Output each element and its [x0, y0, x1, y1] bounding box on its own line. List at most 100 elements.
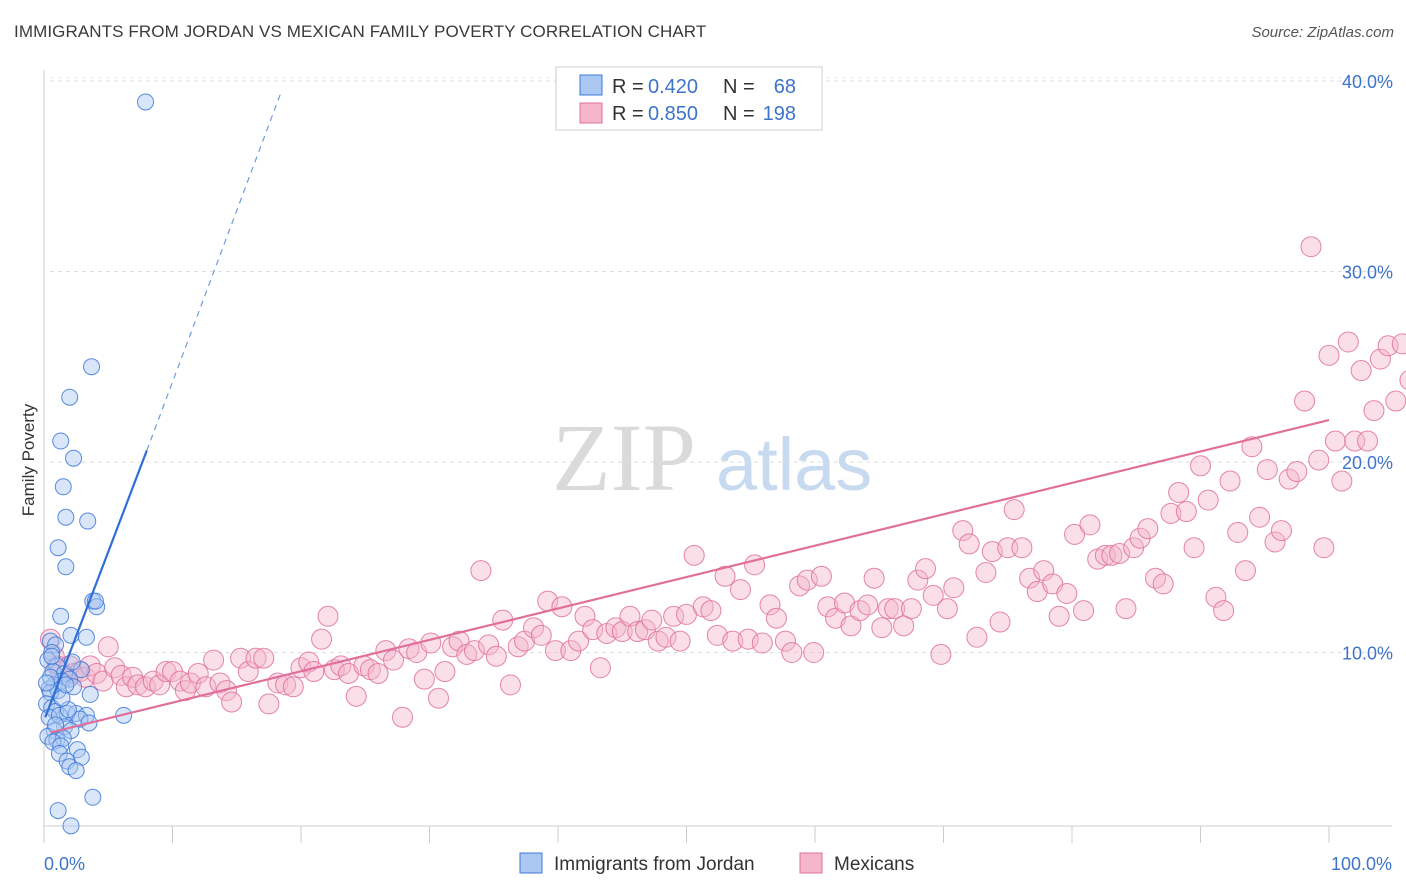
mexicans-point-48 — [345, 685, 367, 707]
mexicans-point-62 — [448, 630, 470, 652]
mexicans-point-179 — [1313, 537, 1335, 559]
jordan-point-31 — [81, 685, 99, 703]
mexicans-point-75 — [544, 640, 566, 662]
jordan-point-6 — [57, 508, 75, 526]
mexicans-point-12 — [97, 636, 119, 658]
mexicans-point-90 — [655, 626, 677, 648]
mexicans-point-167 — [1227, 521, 1249, 543]
jordan-point-58 — [49, 802, 67, 820]
mexicans-point-84 — [611, 621, 633, 643]
mexicans-point-78 — [568, 630, 590, 652]
mexicans-point-182 — [1331, 470, 1353, 492]
jordan-point-1 — [83, 358, 101, 376]
mexicans-point-127 — [930, 643, 952, 665]
mexicans-point-70 — [507, 636, 529, 658]
mexicans-point-152 — [1115, 598, 1137, 620]
bottom-legend-label-jordan: Immigrants from Jordan — [554, 854, 755, 875]
mexicans-point-42 — [303, 661, 325, 683]
legend-n-label-2: N = — [723, 103, 755, 125]
mexicans-point-163 — [1197, 489, 1219, 511]
mexicans-point-51 — [367, 662, 389, 684]
mexicans-point-33 — [237, 661, 259, 683]
mexicans-point-125 — [915, 558, 937, 580]
mexicans-point-190 — [1385, 390, 1406, 412]
y-tick-label-40: 40.0% — [1342, 72, 1393, 92]
trend-line-mexicans — [50, 419, 1330, 734]
legend-r-label-1: R = — [612, 76, 644, 98]
mexicans-point-150 — [1101, 544, 1123, 566]
mexicans-point-145 — [1064, 523, 1086, 545]
mexicans-point-83 — [605, 617, 627, 639]
bottom-legend-label-mexicans: Mexicans — [834, 854, 914, 875]
x-tick-label-max: 100.0% — [1331, 854, 1392, 874]
mexicans-point-34 — [245, 647, 267, 669]
mexicans-point-173 — [1270, 520, 1292, 542]
bottom-legend-swatch-mexicans — [799, 852, 823, 874]
mexicans-point-135 — [989, 611, 1011, 633]
mexicans-point-176 — [1294, 390, 1316, 412]
series-mexicans — [39, 236, 1406, 728]
mexicans-point-157 — [1152, 573, 1174, 595]
mexicans-point-112 — [817, 596, 839, 618]
jordan-point-66 — [38, 674, 56, 692]
source-label: Source: ZipAtlas.com — [1251, 24, 1394, 41]
jordan-point-0 — [137, 93, 155, 111]
watermark-atlas: atlas — [716, 423, 872, 506]
mexicans-point-47 — [338, 662, 360, 684]
legend-n-label-1: N = — [723, 76, 755, 98]
mexicans-point-126 — [922, 584, 944, 606]
mexicans-point-119 — [871, 617, 893, 639]
jordan-point-57 — [84, 788, 102, 806]
mexicans-point-105 — [765, 607, 787, 629]
mexicans-point-175 — [1286, 461, 1308, 483]
jordan-point-51 — [68, 741, 86, 759]
mexicans-point-144 — [1056, 582, 1078, 604]
jordan-point-15 — [77, 628, 95, 646]
jordan-point-7 — [79, 512, 97, 530]
jordan-point-18 — [43, 644, 61, 661]
jordan-point-4 — [65, 449, 83, 467]
mexicans-point-101 — [737, 628, 759, 650]
jordan-point-13 — [52, 607, 70, 625]
mexicans-point-131 — [958, 533, 980, 555]
mexicans-point-128 — [936, 598, 958, 620]
mexicans-point-99 — [722, 630, 744, 652]
mexicans-point-161 — [1183, 537, 1205, 559]
mexicans-point-138 — [1011, 537, 1033, 559]
jordan-point-8 — [49, 539, 67, 557]
mexicans-point-177 — [1300, 236, 1322, 258]
mexicans-point-69 — [499, 674, 521, 696]
mexicans-point-92 — [669, 630, 691, 652]
mexicans-point-36 — [258, 693, 280, 715]
jordan-point-11 — [88, 598, 106, 616]
mexicans-point-100 — [729, 579, 751, 601]
mexicans-point-166 — [1219, 470, 1241, 492]
mexicans-point-85 — [619, 605, 641, 627]
gridlines — [50, 77, 1392, 653]
series-legend: Immigrants from Jordan Mexicans — [519, 852, 914, 875]
mexicans-point-129 — [943, 577, 965, 599]
watermark: ZIP atlas — [552, 404, 872, 511]
jordan-point-65 — [53, 689, 71, 707]
mexicans-point-184 — [1344, 430, 1366, 452]
x-tick-label-min: 0.0% — [44, 854, 85, 874]
mexicans-point-174 — [1278, 468, 1300, 490]
mexicans-point-43 — [311, 628, 333, 650]
mexicans-point-118 — [863, 567, 885, 589]
mexicans-point-159 — [1168, 481, 1190, 503]
mexicans-point-88 — [641, 609, 663, 631]
mexicans-point-191 — [1391, 333, 1406, 355]
mexicans-point-111 — [810, 565, 832, 587]
legend-swatch-jordan — [579, 74, 603, 96]
mexicans-point-143 — [1048, 605, 1070, 627]
mexicans-point-94 — [683, 544, 705, 566]
series-jordan — [38, 93, 155, 835]
mexicans-point-28 — [203, 649, 225, 671]
mexicans-point-171 — [1256, 459, 1278, 481]
y-tick-label-10: 10.0% — [1342, 644, 1393, 664]
jordan-point-41 — [71, 710, 89, 728]
mexicans-point-160 — [1175, 501, 1197, 523]
mexicans-point-96 — [700, 600, 722, 622]
watermark-zip: ZIP — [552, 404, 696, 511]
mexicans-point-122 — [893, 615, 915, 637]
